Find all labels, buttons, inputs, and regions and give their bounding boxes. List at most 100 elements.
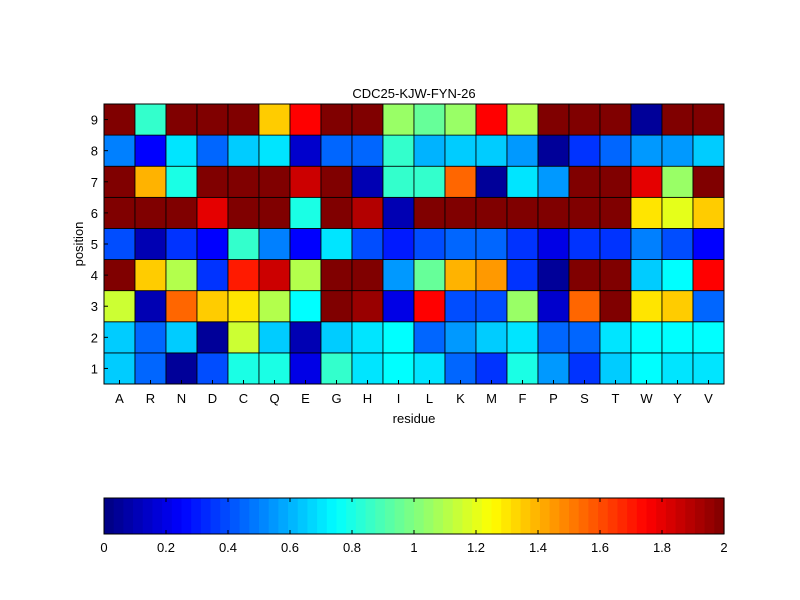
heatmap-cell (599, 352, 632, 385)
heatmap-cell (475, 321, 508, 354)
colorbar-band (268, 498, 279, 534)
heatmap-cell (413, 321, 446, 354)
heatmap-cell (134, 352, 167, 385)
y-tick-label: 8 (91, 144, 98, 159)
colorbar-band (220, 498, 231, 534)
heatmap-cell (196, 352, 229, 385)
heatmap-cell (413, 134, 446, 167)
heatmap-cell (599, 165, 632, 198)
heatmap-cell (227, 134, 260, 167)
heatmap-cell (692, 134, 725, 167)
heatmap-cell (289, 134, 322, 167)
x-tick-label: M (486, 391, 497, 406)
colorbar-band (278, 498, 289, 534)
heatmap-cell (103, 259, 136, 292)
colorbar-band (569, 498, 580, 534)
heatmap-cell (134, 134, 167, 167)
heatmap-cell (630, 290, 663, 323)
heatmap-cell (320, 134, 353, 167)
heatmap-cell (537, 134, 570, 167)
colorbar-band (627, 498, 638, 534)
heatmap-cell (320, 103, 353, 136)
heatmap-cell (661, 134, 694, 167)
x-tick-label: V (704, 391, 713, 406)
heatmap-cell (103, 228, 136, 260)
colorbar-tick-labels: 0 0.2 0.4 0.6 0.8 1 1.2 1.4 1.6 1.8 2 (100, 498, 728, 555)
colorbar-tick-label: 1.4 (529, 540, 547, 555)
heatmap-cell (661, 352, 694, 385)
colorbar-band (443, 498, 454, 534)
heatmap-cell (475, 103, 508, 136)
heatmap-cell (289, 103, 322, 136)
heatmap-cell (444, 321, 477, 354)
heatmap-cell (692, 352, 725, 385)
x-tick-label: N (177, 391, 186, 406)
heatmap-cell (475, 165, 508, 198)
heatmap-cell (196, 134, 229, 167)
heatmap-cell (103, 290, 136, 323)
colorbar-band (617, 498, 628, 534)
heatmap-cell (692, 259, 725, 292)
heatmap-cell (506, 165, 539, 198)
colorbar-tick-label: 1.2 (467, 540, 485, 555)
heatmap-cell (444, 259, 477, 292)
colorbar-band (530, 498, 541, 534)
heatmap-cell (444, 103, 477, 136)
heatmap-cell (568, 103, 601, 136)
colorbar-band (365, 498, 376, 534)
x-tick-label: H (363, 391, 372, 406)
heatmap-cell (506, 228, 539, 260)
x-axis-label: residue (393, 411, 436, 426)
colorbar-band (714, 498, 725, 534)
heatmap-cell (630, 259, 663, 292)
heatmap-cell (165, 259, 198, 292)
colorbar-band (336, 498, 347, 534)
x-tick-label: S (580, 391, 589, 406)
heatmap-cell (630, 321, 663, 354)
heatmap-cell (537, 228, 570, 260)
heatmap-cell (692, 103, 725, 136)
heatmap-cell (351, 321, 384, 354)
heatmap-cell (661, 228, 694, 260)
colorbar-band (104, 498, 115, 534)
heatmap-cell (258, 352, 291, 385)
heatmap-cell (382, 228, 415, 260)
colorbar-band (452, 498, 464, 534)
y-tick-label: 1 (91, 361, 98, 376)
heatmap-cell (692, 165, 725, 198)
heatmap-cell (227, 352, 260, 385)
colorbar-tick-label: 0.2 (157, 540, 175, 555)
heatmap-cell (506, 352, 539, 385)
heatmap-cell (134, 196, 167, 229)
x-tick-label: Y (673, 391, 682, 406)
heatmap-cell (599, 196, 632, 229)
x-tick-label: T (612, 391, 620, 406)
heatmap-cell (630, 165, 663, 198)
heatmap-cell (165, 165, 198, 198)
colorbar-band (307, 498, 318, 534)
heatmap-cell (382, 352, 415, 385)
x-tick-label: A (115, 391, 124, 406)
heatmap-cell (165, 290, 198, 323)
colorbar-band (162, 498, 173, 534)
colorbar-band (656, 498, 667, 534)
colorbar-band (123, 498, 134, 534)
colorbar-band (249, 498, 260, 534)
colorbar-band (355, 498, 367, 534)
heatmap-cell (196, 228, 229, 260)
colorbar-band (297, 498, 309, 534)
colorbar-band (501, 498, 512, 534)
y-tick-label: 5 (91, 237, 98, 252)
colorbar-band (598, 498, 609, 534)
heatmap-cell (351, 134, 384, 167)
heatmap-cell (134, 228, 167, 260)
heatmap-cell (227, 165, 260, 198)
x-tick-label: Q (269, 391, 279, 406)
y-tick-label: 4 (91, 268, 98, 283)
colorbar-tick-label: 0.8 (343, 540, 361, 555)
heatmap-cell (692, 290, 725, 323)
colorbar-band (414, 498, 425, 534)
colorbar-band (191, 498, 202, 534)
y-tick-label: 3 (91, 299, 98, 314)
heatmap-cell (413, 259, 446, 292)
